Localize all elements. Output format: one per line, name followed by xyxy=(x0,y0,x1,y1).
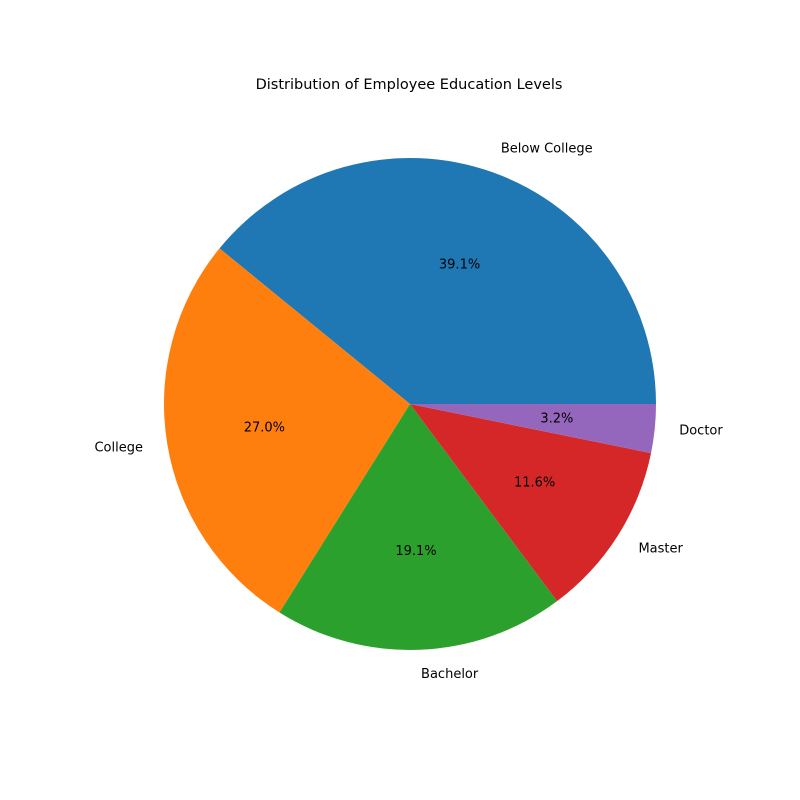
percent-label: 19.1% xyxy=(395,544,436,559)
percent-label: 39.1% xyxy=(439,257,480,272)
slice-label: Master xyxy=(638,541,683,556)
chart-title: Distribution of Employee Education Level… xyxy=(256,77,563,93)
pie-slice-doctor xyxy=(410,404,656,454)
percent-labels: 39.1% 27.0% 19.1% 11.6% 3.2% xyxy=(244,257,574,559)
pie-slice-master xyxy=(410,404,652,602)
pie-slice-college xyxy=(163,248,410,613)
pie-slice-bachelor xyxy=(279,404,558,650)
percent-label: 27.0% xyxy=(244,421,285,436)
slice-label: Bachelor xyxy=(421,667,479,682)
slice-label: Below College xyxy=(501,142,593,157)
slice-labels: Below College College Bachelor Master Doctor xyxy=(94,142,723,682)
slice-label: College xyxy=(94,441,143,456)
pie-slices xyxy=(163,158,657,650)
percent-label: 11.6% xyxy=(514,476,555,491)
percent-label: 3.2% xyxy=(540,411,573,426)
slice-label: Doctor xyxy=(679,424,723,439)
pie-slice-below-college xyxy=(219,158,657,404)
